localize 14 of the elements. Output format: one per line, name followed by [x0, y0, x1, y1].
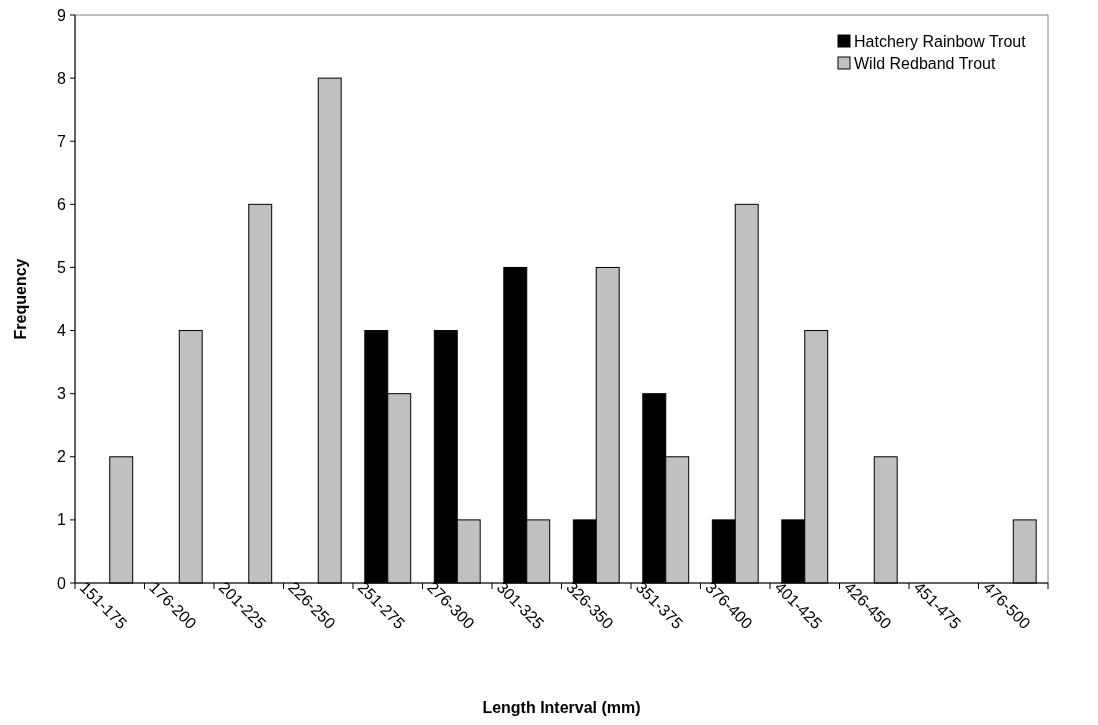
y-tick-label: 8: [57, 69, 67, 87]
y-tick-label: 6: [57, 195, 67, 213]
y-tick-label: 0: [57, 574, 67, 592]
legend-label: Hatchery Rainbow Trout: [854, 32, 1027, 50]
y-tick-label: 5: [57, 259, 67, 277]
y-tick-label: 9: [57, 6, 67, 24]
legend-label: Wild Redband Trout: [854, 54, 996, 72]
y-tick-label: 4: [57, 322, 67, 340]
y-tick-label: 7: [57, 132, 67, 150]
y-tick-label: 1: [57, 511, 67, 529]
x-axis-title: Length Interval (mm): [482, 699, 641, 716]
y-tick-label: 2: [57, 448, 67, 466]
y-axis-title: Frequency: [12, 258, 29, 340]
y-tick-label: 3: [57, 385, 67, 403]
